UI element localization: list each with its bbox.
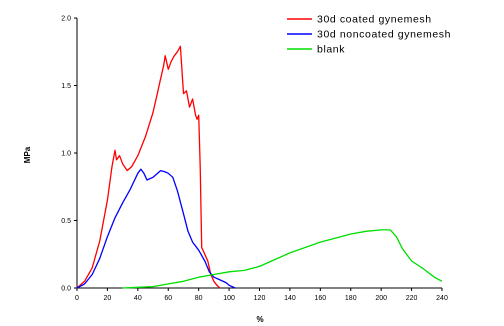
y-axis-title: MPa — [23, 146, 32, 163]
series-line-2 — [76, 168, 236, 289]
x-tick-label: 40 — [134, 295, 142, 302]
x-axis-title: % — [256, 315, 263, 324]
x-tick-label: 200 — [375, 295, 387, 302]
x-tick-label: 220 — [406, 295, 418, 302]
x-tick-label: 0 — [75, 295, 79, 302]
y-tick-label: 2.0 — [61, 16, 71, 23]
axes: 0 20 40 60 80 100 120 140 160 180 200 220 240 0.0 0.5 1… — [61, 16, 448, 303]
x-tick-label: 20 — [104, 295, 112, 302]
y-tick-label: 0.5 — [61, 218, 71, 225]
y-tick-label: 1.0 — [61, 151, 71, 158]
legend-label: 30d noncoated gynemesh — [317, 29, 451, 41]
x-tick-label: 80 — [195, 295, 203, 302]
legend: 30d coated gynemesh 30d noncoated gynemes… — [287, 14, 451, 56]
y-tick-label: 0.0 — [61, 286, 71, 293]
y-tick-label: 1.5 — [61, 83, 71, 90]
series-layer — [76, 45, 443, 289]
x-tick-label: 120 — [254, 295, 266, 302]
legend-label: blank — [317, 44, 345, 56]
x-tick-label: 140 — [284, 295, 296, 302]
x-tick-label: 100 — [223, 295, 235, 302]
x-tick-label: 180 — [345, 295, 357, 302]
legend-label: 30d coated gynemesh — [317, 14, 432, 26]
x-tick-label: 160 — [314, 295, 326, 302]
x-tick-label: 60 — [164, 295, 172, 302]
series-line-1 — [76, 45, 221, 289]
series-line-3 — [122, 229, 443, 289]
x-tick-label: 240 — [436, 295, 448, 302]
